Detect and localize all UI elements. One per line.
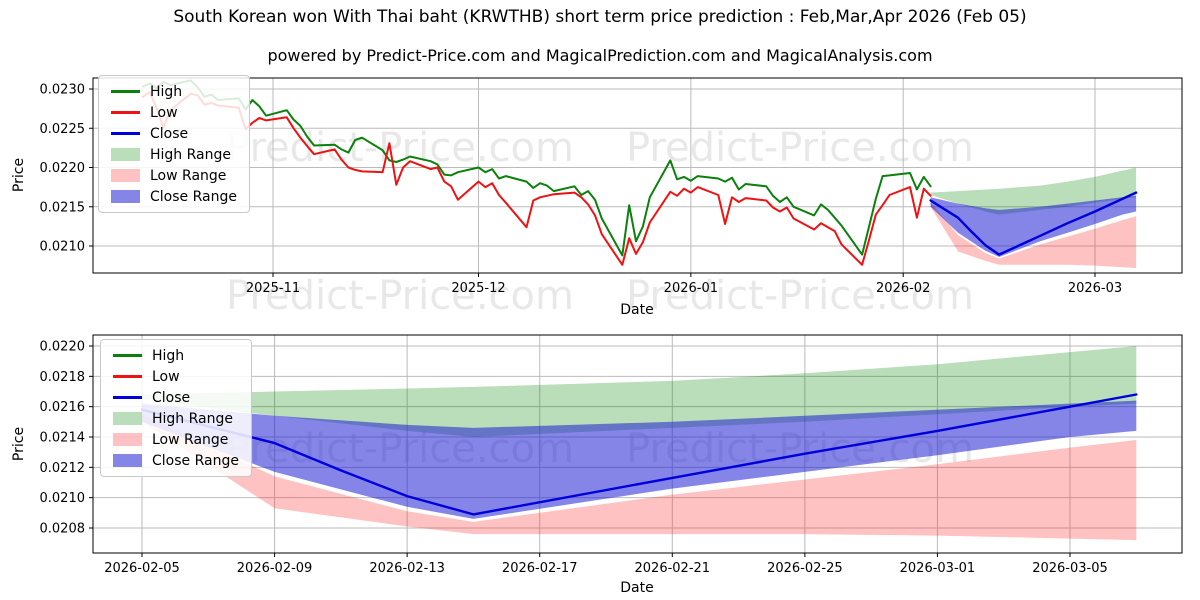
close-range-swatch xyxy=(113,454,142,467)
low-line xyxy=(141,91,932,266)
low-range-swatch xyxy=(113,433,142,446)
x-tick-label: 2026-03 xyxy=(1068,281,1122,296)
high-swatch xyxy=(111,90,140,93)
watermark-text: Predict-Price.com xyxy=(226,125,574,171)
x-tick-label: 2026-02 xyxy=(876,281,930,296)
watermark-text: Predict-Price.com xyxy=(226,273,574,319)
x-tick-label: 2025-12 xyxy=(451,281,505,296)
y-tick-label: 0.0210 xyxy=(40,240,86,255)
x-tick-label: 2026-03-01 xyxy=(900,561,976,576)
watermark-text: Predict-Price.com xyxy=(626,273,974,319)
close-line xyxy=(140,393,1138,516)
legend-label: High Range xyxy=(150,146,231,163)
legend-forecast: High Low Close High Range Low Range Close Ran… xyxy=(100,339,252,477)
y-tick-label: 0.0208 xyxy=(40,522,86,537)
legend-history: High Low Close High Range Low Range Close Ran… xyxy=(98,75,250,213)
legend-label: Low Range xyxy=(150,167,227,184)
close-swatch xyxy=(113,396,142,399)
y-axis-label-forecast: Price xyxy=(11,426,27,462)
x-axis-label-forecast: Date xyxy=(620,580,654,596)
close-swatch xyxy=(111,132,140,135)
legend-label: High xyxy=(150,83,183,100)
y-tick-label: 0.0220 xyxy=(40,340,86,355)
legend-label: Low xyxy=(152,368,180,385)
watermark-text: Predict-Price.com xyxy=(626,125,974,171)
y-axis-label-history: Price xyxy=(11,157,27,193)
tick-labels: 2026-02-05 2026-02-09 2026-02-13 2026-02-17… xyxy=(40,340,1108,577)
legend-label: Close Range xyxy=(150,188,237,205)
close-range-swatch xyxy=(111,190,140,203)
y-tick-label: 0.0230 xyxy=(40,83,86,98)
legend-label: Close xyxy=(152,389,191,406)
high-range-swatch xyxy=(111,148,140,161)
legend-entry: High Range xyxy=(111,146,237,163)
low-range-band xyxy=(142,414,1137,541)
x-tick-label: 2026-02-05 xyxy=(104,561,180,576)
close-line xyxy=(929,191,1138,256)
legend-entry: Low Range xyxy=(113,431,239,448)
legend-label: High Range xyxy=(152,410,233,427)
legend-label: Close xyxy=(150,125,189,142)
x-tick-label: 2026-02-25 xyxy=(767,561,843,576)
x-tick-label: 2026-03-05 xyxy=(1032,561,1108,576)
legend-entry: High xyxy=(111,83,237,100)
x-tick-label: 2026-02-17 xyxy=(502,561,578,576)
page-title: South Korean won With Thai baht (KRWTHB)… xyxy=(173,7,1027,27)
forecast-chart: 2026-02-05 2026-02-09 2026-02-13 2026-02-17… xyxy=(40,334,1183,577)
y-tick-label: 0.0214 xyxy=(40,431,86,446)
x-tick-label: 2026-02-21 xyxy=(635,561,711,576)
tick-labels: 2025-11 2025-12 2026-01 2026-02 2026-03 0.023… xyxy=(40,83,1123,297)
legend-entry: Close Range xyxy=(113,452,239,469)
y-tick-label: 0.0216 xyxy=(40,400,86,415)
legend-entry: Close Range xyxy=(111,188,237,205)
legend-entry: High xyxy=(113,347,239,364)
low-range-band xyxy=(930,202,1137,268)
y-tick-label: 0.0225 xyxy=(40,122,86,137)
legend-label: High xyxy=(152,347,185,364)
gridlines xyxy=(93,78,1182,273)
high-swatch xyxy=(113,354,142,357)
legend-entry: Low xyxy=(113,368,239,385)
x-tick-label: 2026-02-13 xyxy=(369,561,445,576)
axes-frame xyxy=(92,334,1183,554)
page-subtitle: powered by Predict-Price.com and Magical… xyxy=(267,46,933,65)
legend-entry: Close xyxy=(111,125,237,142)
y-tick-label: 0.0220 xyxy=(40,161,86,176)
y-tick-label: 0.0215 xyxy=(40,200,86,215)
legend-entry: High Range xyxy=(113,410,239,427)
x-tick-label: 2026-02-09 xyxy=(237,561,313,576)
axes-frame xyxy=(92,77,1183,274)
low-swatch xyxy=(113,375,142,378)
legend-entry: Close xyxy=(113,389,239,406)
high-line xyxy=(141,79,932,257)
x-tick-label: 2026-01 xyxy=(664,281,718,296)
y-tick-label: 0.0210 xyxy=(40,491,86,506)
low-swatch xyxy=(111,111,140,114)
low-range-swatch xyxy=(111,169,140,182)
x-axis-label-history: Date xyxy=(620,302,654,318)
legend-entry: Low Range xyxy=(111,167,237,184)
legend-entry: Low xyxy=(111,104,237,121)
high-range-swatch xyxy=(113,412,142,425)
legend-label: Low xyxy=(150,104,178,121)
x-tick-label: 2025-11 xyxy=(246,281,300,296)
legend-label: Low Range xyxy=(152,431,229,448)
y-tick-label: 0.0212 xyxy=(40,461,86,476)
y-tick-label: 0.0218 xyxy=(40,370,86,385)
history-chart: 2025-11 2025-12 2026-01 2026-02 2026-03 0.023… xyxy=(40,77,1183,297)
legend-label: Close Range xyxy=(152,452,239,469)
